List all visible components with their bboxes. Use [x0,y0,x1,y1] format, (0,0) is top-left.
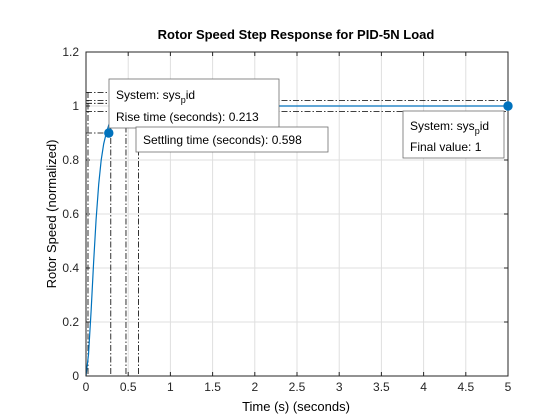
rise-datatip[interactable]: System: syspid Rise time (seconds): 0.21… [108,78,280,129]
x-tick-label: 3 [336,380,343,394]
x-axis-label: Time (s) (seconds) [242,399,350,414]
final-datatip-system-suffix: id [480,119,489,133]
x-tick-label: 4 [420,380,427,394]
rise-datatip-box [108,78,280,129]
rise-datatip-system-prefix: System: sys [116,88,181,102]
settling-datatip[interactable]: Settling time (seconds): 0.598 [135,126,329,153]
y-tick-label: 0.2 [62,315,79,329]
x-tick-label: 1 [167,380,174,394]
settling-datatip-box [135,126,329,153]
y-tick-label: 0.8 [62,153,79,167]
final-value-datatip[interactable]: System: syspid Final value: 1 [402,110,505,159]
y-tick-label: 0 [72,369,79,383]
final-datatip-system: System: syspid [410,119,489,136]
rise-datatip-system-suffix: id [186,88,195,102]
rise-time-label: Rise time (seconds): 0.213 [116,110,259,124]
datatip-markers [104,101,513,138]
axis-ticks: 0 0.5 1 1.5 2 2.5 3 3.5 4 4.5 5 0 0.2 0.4 0.6 0.8 1 1.2 [62,45,511,394]
y-tick-label: 1.2 [62,45,79,59]
x-tick-label: 0 [83,380,90,394]
x-tick-label: 4.5 [457,380,474,394]
x-tick-label: 3.5 [373,380,390,394]
final-datatip-box [402,110,505,159]
final-value-marker[interactable] [503,101,513,111]
x-tick-label: 2.5 [289,380,306,394]
chart-title: Rotor Speed Step Response for PID-5N Loa… [158,27,435,42]
rise-datatip-system-sub: p [181,95,186,105]
y-tick-label: 1 [72,99,79,113]
rise-time-marker[interactable] [104,128,114,138]
x-tick-label: 0.5 [120,380,137,394]
x-tick-label: 5 [505,380,512,394]
y-axis-label: Rotor Speed (normalized) [44,140,59,289]
settling-time-label: Settling time (seconds): 0.598 [143,133,302,147]
x-tick-label: 2 [251,380,258,394]
x-tick-label: 1.5 [204,380,221,394]
y-tick-label: 0.4 [62,261,79,275]
final-datatip-system-prefix: System: sys [410,119,475,133]
y-tick-label: 0.6 [62,207,79,221]
rise-datatip-system: System: syspid [116,88,195,105]
final-value-label: Final value: 1 [410,140,482,154]
final-datatip-system-sub: p [475,126,480,136]
